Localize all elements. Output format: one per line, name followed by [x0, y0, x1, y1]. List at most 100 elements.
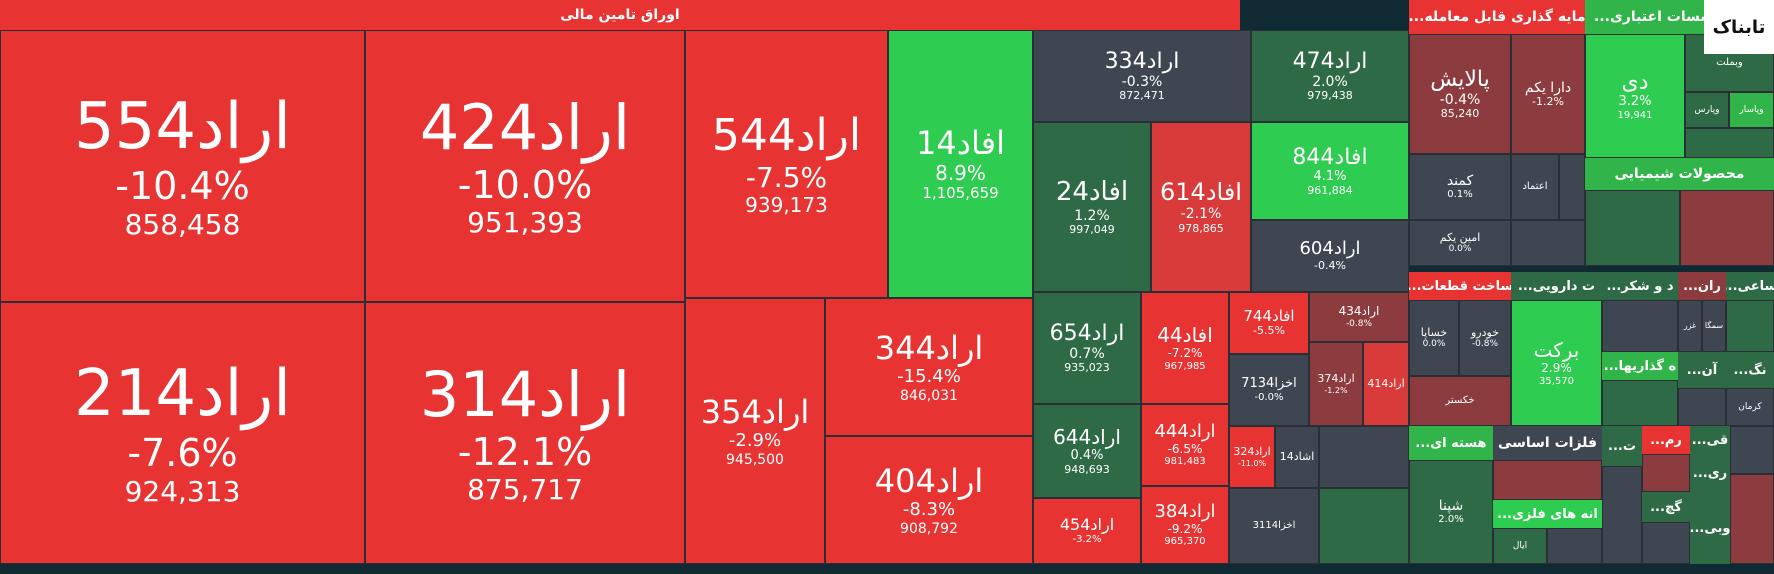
- tile[interactable]: کرمان: [1726, 388, 1774, 426]
- sector-header-s8[interactable]: ...ساعی: [1726, 272, 1774, 300]
- sector-header-investments[interactable]: ...ه گذاریها: [1602, 352, 1678, 380]
- tile[interactable]: افاد14 8.9% 1,105,659: [888, 30, 1033, 298]
- tile[interactable]: وپاسار: [1729, 92, 1774, 128]
- sector-header-s17[interactable]: ...قی: [1690, 426, 1730, 454]
- tile[interactable]: اراد444 -6.5% 981,483: [1141, 404, 1229, 486]
- tile-change: -9.2%: [1167, 521, 1203, 536]
- tile[interactable]: افاد844 4.1% 961,884: [1251, 122, 1409, 220]
- tile[interactable]: اخزا3114: [1229, 488, 1319, 564]
- tile[interactable]: اراد384 -9.2% 965,370: [1141, 486, 1229, 564]
- sector-header-label: محصولات شیمیایی: [1614, 166, 1745, 182]
- tile-change: -0.0%: [1254, 391, 1284, 403]
- tile[interactable]: ایال: [1493, 528, 1547, 564]
- tile[interactable]: اراد214 -7.6% 924,313: [0, 302, 365, 564]
- tile[interactable]: شپنا 2.0%: [1409, 460, 1493, 564]
- tile-name: اراد444: [1154, 421, 1216, 442]
- sector-header-s19[interactable]: ...گچ: [1642, 492, 1690, 522]
- sector-header-s18[interactable]: ...ری: [1690, 454, 1730, 492]
- tile-change: -8.3%: [902, 499, 956, 520]
- tile[interactable]: وپارس: [1685, 92, 1729, 128]
- tile-volume: 35,570: [1539, 375, 1574, 387]
- tile[interactable]: غزر: [1678, 300, 1702, 352]
- tile-volume: 967,985: [1164, 360, 1206, 372]
- tile[interactable]: اراد434 -0.8%: [1309, 292, 1409, 342]
- sector-header-sugar[interactable]: ...د و شکر: [1602, 272, 1678, 300]
- tile-name: اراد354: [700, 393, 810, 432]
- tile[interactable]: اراد344 -15.4% 846,031: [825, 298, 1033, 436]
- sector-header-label: ...ساخت قطعات: [1409, 278, 1511, 294]
- tile[interactable]: اراد544 -7.5% 939,173: [685, 30, 888, 298]
- sector-header-autoparts[interactable]: ...ساخت قطعات: [1409, 272, 1511, 300]
- tile[interactable]: اراد644 0.4% 948,693: [1033, 404, 1141, 498]
- tile-name: وپارس: [1694, 104, 1720, 115]
- tile-change: 0.1%: [1447, 189, 1473, 201]
- tile-volume: 875,717: [467, 473, 583, 507]
- sector-header-label: ...هسته ای: [1415, 435, 1487, 451]
- tile-cluster: [1319, 488, 1409, 564]
- tile[interactable]: افاد614 -2.1% 978,865: [1151, 122, 1251, 292]
- tile[interactable]: اراد404 -8.3% 908,792: [825, 436, 1033, 564]
- tile[interactable]: دارا یکم -1.2%: [1511, 34, 1585, 154]
- sector-header-metal-products[interactable]: ...انه های فلزی: [1493, 500, 1602, 528]
- tile[interactable]: اشاد14: [1275, 426, 1319, 488]
- sector-header-label: ...آن: [1686, 362, 1718, 378]
- tile-cluster: [1730, 474, 1774, 564]
- tile[interactable]: دی 3.2% 19,941: [1585, 34, 1685, 158]
- sector-header-s15[interactable]: ...ت: [1602, 426, 1642, 466]
- tile-change: 2.9%: [1541, 360, 1572, 375]
- tile-cluster: [1493, 460, 1602, 500]
- tile[interactable]: برکت 2.9% 35,570: [1511, 300, 1602, 426]
- tile-name: اراد474: [1292, 48, 1368, 74]
- tile[interactable]: افاد24 1.2% 997,049: [1033, 122, 1151, 292]
- sector-header-bonds[interactable]: اوراق تامین مالی: [0, 0, 1240, 30]
- sector-header-label: ...ه گذاریها: [1603, 358, 1677, 374]
- tile[interactable]: اراد424 -10.0% 951,393: [365, 30, 685, 302]
- sector-header-s11[interactable]: ...نگ: [1726, 352, 1774, 388]
- tile-volume: 961,884: [1307, 183, 1353, 197]
- tile[interactable]: اراد474 2.0% 979,438: [1251, 30, 1409, 122]
- sector-header-chemicals[interactable]: محصولات شیمیایی: [1585, 158, 1774, 190]
- tile-cluster: [1602, 300, 1678, 352]
- tile[interactable]: خساپا 0.0%: [1409, 300, 1459, 376]
- tile[interactable]: اخزا7134 -0.0%: [1229, 354, 1309, 426]
- tile-change: 4.1%: [1313, 168, 1347, 184]
- tile[interactable]: کمند 0.1%: [1409, 154, 1511, 220]
- tile[interactable]: سمگا: [1702, 300, 1726, 352]
- tile[interactable]: افاد44 -7.2% 967,985: [1141, 292, 1229, 404]
- tile[interactable]: اراد374 -1.2%: [1309, 342, 1363, 426]
- tile-change: -1.2%: [1532, 94, 1564, 108]
- tile[interactable]: خکستر: [1409, 376, 1511, 426]
- tile-change: 2.0%: [1312, 74, 1348, 91]
- tile-name: اراد654: [1049, 320, 1125, 346]
- sector-header-pharma[interactable]: ...ت دارویی: [1511, 272, 1602, 300]
- tile[interactable]: اراد604 -0.4%: [1251, 220, 1409, 292]
- sector-header-metals[interactable]: فلزات اساسی: [1493, 426, 1602, 460]
- tile[interactable]: خودرو -0.8%: [1459, 300, 1511, 376]
- tile[interactable]: امین یکم 0.0%: [1409, 220, 1511, 266]
- tile[interactable]: افاد744 -5.5%: [1229, 292, 1309, 354]
- tile-cluster: [1319, 426, 1409, 488]
- sector-header-s20[interactable]: ...وبی: [1690, 492, 1730, 564]
- tile-change: -0.4%: [1439, 92, 1481, 109]
- tile[interactable]: اراد414: [1363, 342, 1409, 426]
- tile[interactable]: اراد354 -2.9% 945,500: [685, 298, 825, 564]
- tile[interactable]: اراد334 -0.3% 872,471: [1033, 30, 1251, 122]
- tile[interactable]: اراد654 0.7% 935,023: [1033, 292, 1141, 404]
- tile[interactable]: اراد554 -10.4% 858,458: [0, 30, 365, 302]
- sector-header-s7[interactable]: ...ران: [1678, 272, 1726, 300]
- tile-name: اراد424: [419, 91, 631, 165]
- tile-name: اراد544: [711, 110, 862, 162]
- tile[interactable]: اراد314 -12.1% 875,717: [365, 302, 685, 564]
- sector-header-s16[interactable]: ...رم: [1642, 426, 1690, 454]
- tile[interactable]: اراد324 -11.0%: [1229, 426, 1275, 488]
- tile-change: -0.3%: [1121, 74, 1163, 91]
- tile-volume: 978,865: [1178, 221, 1224, 235]
- sector-header-etf[interactable]: ...مایه گذاری قابل معامله: [1409, 0, 1585, 34]
- tile-change: 8.9%: [935, 161, 986, 186]
- tile-name: افاد844: [1292, 144, 1368, 170]
- sector-header-nuclear[interactable]: ...هسته ای: [1409, 426, 1493, 460]
- tile[interactable]: پالایش -0.4% 85,240: [1409, 34, 1511, 154]
- tile[interactable]: اراد454 -3.2%: [1033, 498, 1141, 564]
- sector-header-s10[interactable]: ...آن: [1678, 352, 1726, 388]
- tile[interactable]: اعتماد: [1511, 154, 1559, 220]
